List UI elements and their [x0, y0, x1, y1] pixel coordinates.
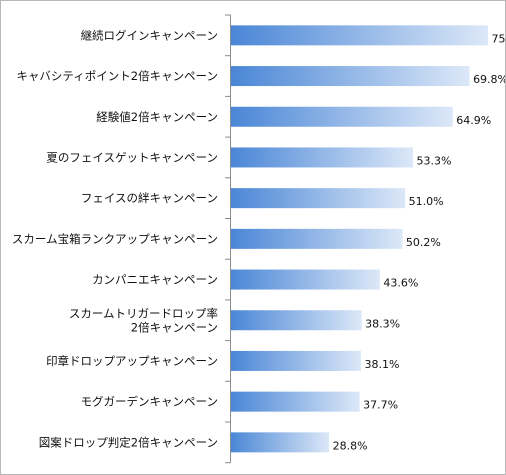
- bar-1: [230, 66, 470, 87]
- value-label-1: 69.8%: [473, 73, 505, 86]
- bar-2: [230, 106, 453, 127]
- bar-7: [230, 310, 362, 331]
- category-label-10: 図案ドロップ判定2倍キャンペーン: [39, 435, 218, 449]
- category-label-8: 印章ドロップアップキャンペーン: [46, 354, 218, 368]
- category-label-0: 継続ログインキャンペーン: [81, 28, 218, 42]
- bar-5: [230, 228, 403, 249]
- bar-8: [230, 350, 361, 371]
- bar-0: [230, 25, 489, 46]
- value-label-5: 50.2%: [406, 236, 441, 249]
- value-label-3: 53.3%: [417, 154, 452, 167]
- category-label-7: スカームトリガードロップ率 2倍キャンペーン: [69, 306, 218, 334]
- category-label-6: カンパニエキャンペーン: [92, 273, 218, 287]
- bar-9: [230, 391, 360, 412]
- value-label-2: 64.9%: [456, 114, 491, 127]
- value-label-9: 37.7%: [363, 399, 398, 412]
- category-labels: 継続ログインキャンペーンキャバシティポイント2倍キャンペーン経験値2倍キャンペー…: [12, 28, 218, 449]
- bars-layer: [230, 25, 489, 453]
- value-label-10: 28.8%: [333, 439, 368, 452]
- category-axis: [225, 14, 231, 464]
- category-label-3: 夏のフェイスゲットキャンペーン: [46, 150, 218, 164]
- value-label-6: 43.6%: [383, 277, 418, 290]
- value-label-0: 75.2%: [492, 32, 505, 45]
- bar-3: [230, 147, 414, 168]
- value-label-7: 38.3%: [365, 317, 400, 330]
- value-label-8: 38.1%: [364, 358, 399, 371]
- category-label-2: 経験値2倍キャンペーン: [96, 110, 218, 124]
- value-label-4: 51.0%: [409, 195, 444, 208]
- bar-10: [230, 432, 330, 453]
- category-label-5: スカーム宝箱ランクアップキャンペーン: [12, 232, 218, 246]
- category-label-9: モグガーデンキャンペーン: [81, 395, 218, 409]
- value-labels: 75.2% 69.8% 64.9% 53.3% 51.0% 50.2% 43.6% 38.3%…: [333, 32, 505, 452]
- bar-4: [230, 188, 406, 209]
- category-label-4: フェイスの絆キャンペーン: [81, 191, 218, 205]
- bar-6: [230, 269, 380, 290]
- category-label-1: キャバシティポイント2倍キャンペーン: [16, 69, 218, 83]
